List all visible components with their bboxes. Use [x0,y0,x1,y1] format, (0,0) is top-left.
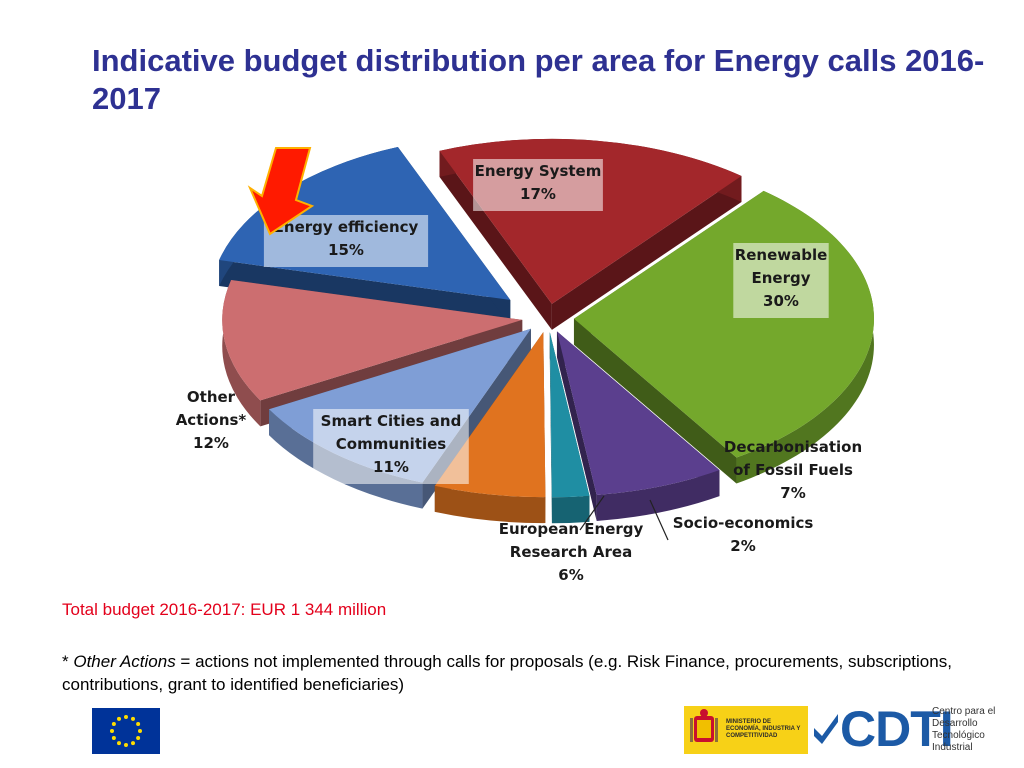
eu-star-icon [136,736,141,740]
label-box [313,409,469,484]
label-box [733,243,829,318]
other-actions-footnote: * Other Actions = actions not implemente… [62,650,992,696]
slice-outer-wall [596,470,720,521]
slice-label-line: 12% [193,434,229,452]
eu-star-icon [124,715,128,719]
slice-label-line: Decarbonisation [724,438,862,456]
spanish-coat-of-arms-icon [690,709,718,742]
label-european-energy-research-area: European Energy Research Area 6% [499,520,644,584]
label-box [263,215,429,267]
label-socio-economics: Socio-economics 2% [673,514,814,555]
slice-label-line: of Fossil Fuels [733,461,853,479]
cdti-mark-icon [814,714,838,744]
slice-side-wall [549,332,552,524]
highlight-arrow-icon [247,147,315,236]
slice-side-wall [439,150,552,330]
slice-label-line: 11% [373,458,409,476]
slice-label-line: 2% [730,537,755,555]
eu-star-icon [117,716,121,721]
slice-label-line: Actions* [176,411,247,429]
footnote-definition: = actions not implemented through calls … [62,652,952,694]
slice-label-line: 6% [558,566,583,584]
slice-decarbonisation-of-fossil-fuels [556,331,720,521]
slice-label-line: Smart Cities and [321,412,462,430]
label-decarbonisation-of-fossil-fuels: Decarbonisation of Fossil Fuels 7% [724,438,862,502]
eu-star-icon [111,736,116,740]
eu-star-icon [111,722,116,726]
slice-label-line: 7% [780,484,805,502]
eu-star-icon [124,743,128,747]
eu-star-icon [136,722,141,726]
slice-top [222,279,523,401]
total-budget-note: Total budget 2016-2017: EUR 1 344 millio… [62,600,387,619]
leader-line [649,499,669,541]
eu-stars-icon [110,715,142,747]
slice-label-line: European Energy [499,520,644,538]
slice-label-line: Socio-economics [673,514,814,532]
slice-socio-economics [549,332,590,524]
label-energy-efficiency: Energy efficiency 15% [263,215,429,267]
ministry-name: MINISTERIO DE ECONOMÍA, INDUSTRIA Y COMP… [726,719,801,739]
ministry-logo: MINISTERIO DE ECONOMÍA, INDUSTRIA Y COMP… [684,706,808,754]
slice-label-line: Research Area [510,543,632,561]
slice-top [556,331,720,495]
eu-star-icon [131,741,135,746]
slice-top [549,332,590,498]
slice-side-wall [551,175,742,330]
slice-label-line: Energy System [475,162,602,180]
slice-side-wall [556,331,597,521]
slice-label-line: 17% [520,185,556,203]
slice-label-line: Communities [336,435,447,453]
slice-label-line: 15% [328,241,364,259]
eu-star-icon [110,729,114,733]
label-other-actions: Other Actions* 12% [176,388,247,452]
cdti-logo-word: CDTI [840,701,954,757]
slice-label-line: Energy efficiency [274,218,419,236]
slice-label-line: 30% [763,292,799,310]
eu-star-icon [117,741,121,746]
slice-side-wall [573,318,737,484]
label-smart-cities-and-communities: Smart Cities and Communities 11% [313,409,469,484]
eu-star-icon [138,729,142,733]
footnote-asterisk: * [62,652,74,671]
slice-label-line: Renewable [735,246,828,264]
label-renewable-energy: Renewable Energy 30% [733,243,829,318]
slide-title: Indicative budget distribution per area … [92,43,985,116]
leader-line [579,495,605,531]
cdti-logo-subtitle: Centro para el Desarrollo Tecnológico In… [932,706,996,753]
slice-label-line: Energy [751,269,810,287]
slice-label-line: Other [187,388,236,406]
eu-star-icon [131,716,135,721]
slice-outer-wall [551,495,590,524]
label-box [473,159,603,211]
eu-flag-logo [92,708,160,754]
exploded-pie-chart: Energy System 17% Renewable Energy 30% Decarb… [176,138,874,584]
label-energy-system: Energy System 17% [473,159,603,211]
footnote-term: Other Actions [73,652,176,671]
slice-outer-wall [434,485,546,524]
